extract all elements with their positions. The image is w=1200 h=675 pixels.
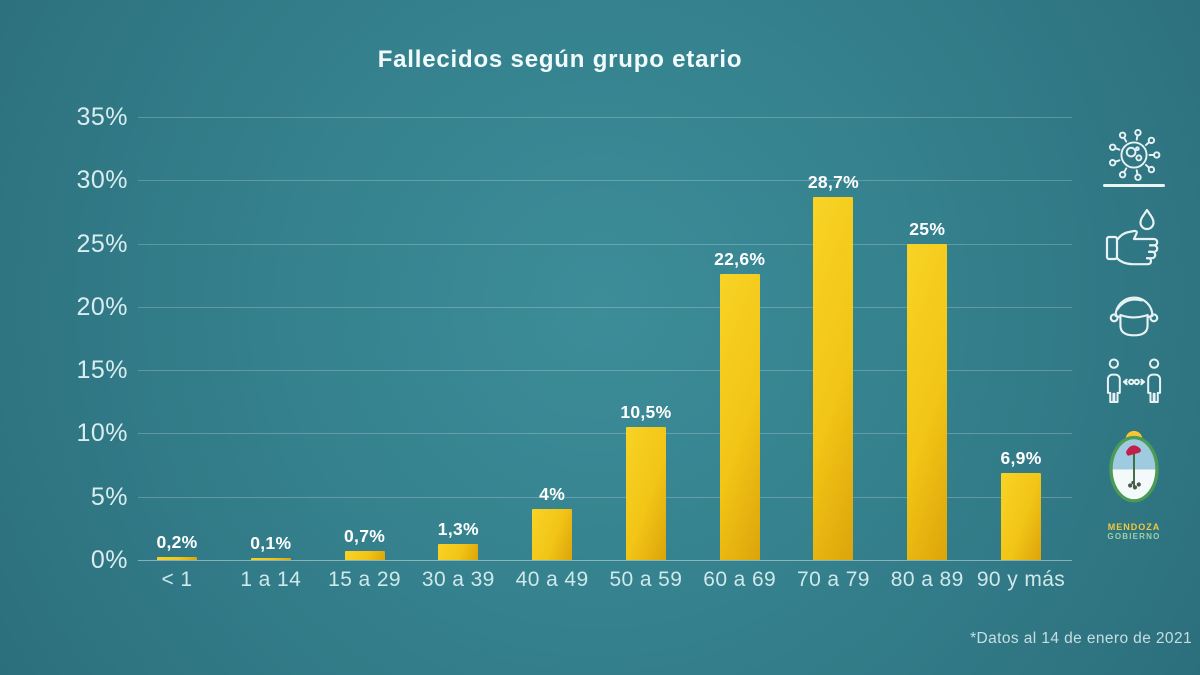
x-axis-label: 70 a 79 [797, 568, 870, 591]
social-distance-icon [1098, 356, 1170, 406]
x-axis-label: 80 a 89 [890, 568, 964, 591]
gridline-35% [138, 116, 1072, 118]
bar-value-label: 0,1% [250, 532, 292, 553]
bar-80-a-89 [907, 243, 948, 560]
x-axis-label: 60 a 69 [703, 568, 777, 591]
x-axis-label: 50 a 59 [609, 568, 683, 591]
y-axis-tick: 5% [90, 482, 128, 511]
gridline-30% [138, 180, 1072, 182]
y-axis-tick: 20% [76, 292, 128, 321]
gridline-25% [138, 243, 1072, 245]
y-axis-tick: 25% [76, 229, 128, 258]
bar-value-label: 1,3% [437, 518, 479, 539]
data-footnote: *Datos al 14 de enero de 2021 [970, 630, 1192, 647]
gridline-10% [138, 433, 1072, 435]
bar-15-a-29 [344, 551, 385, 560]
y-axis-tick: 15% [76, 356, 128, 385]
bar-value-label: 0,7% [344, 526, 386, 547]
bar-value-label: 0,2% [156, 532, 198, 553]
x-axis-label: < 1 [161, 568, 193, 591]
bar-value-label: 25% [909, 218, 946, 239]
y-axis-tick: 10% [76, 419, 128, 448]
bar-50-a-59 [625, 427, 666, 560]
gridline-20% [138, 306, 1072, 308]
bar-<-1 [157, 557, 197, 560]
gridline-5% [138, 496, 1072, 498]
x-axis-label: 15 a 29 [328, 568, 401, 591]
bar-90-y-más [1001, 472, 1042, 560]
bar-60-a-69 [719, 273, 760, 560]
virus-icon [1098, 126, 1170, 184]
y-axis-tick: 0% [90, 546, 128, 574]
bar-value-label: 28,7% [807, 171, 860, 192]
bar-30-a-39 [438, 543, 479, 560]
face-mask-icon [1098, 283, 1170, 345]
bar-1-a-14 [250, 557, 291, 560]
bar-value-label: 6,9% [1000, 447, 1042, 468]
y-axis-tick: 35% [76, 102, 128, 131]
x-axis-label: 90 y más [976, 568, 1066, 591]
logo-text-mendoza: MENDOZA [1107, 522, 1161, 532]
x-axis-label: 30 a 39 [421, 568, 495, 591]
hand-wash-icon [1098, 204, 1170, 270]
logo-text-gobierno: GOBIERNO [1107, 532, 1161, 541]
bar-40-a-49 [532, 509, 573, 560]
gridline-15% [138, 370, 1072, 372]
x-axis-label: 1 a 14 [240, 568, 302, 591]
x-axis-label: 40 a 49 [515, 568, 589, 591]
rail-divider [1103, 184, 1165, 187]
chart-title: Fallecidos según grupo etario [377, 46, 743, 73]
bar-value-label: 22,6% [714, 248, 766, 269]
mendoza-gobierno-logo [1098, 428, 1170, 520]
bar-value-label: 4% [539, 484, 566, 505]
y-axis-tick: 30% [76, 166, 128, 195]
gridline-0% [138, 560, 1072, 561]
bar-value-label: 10,5% [620, 402, 672, 423]
bar-70-a-79 [813, 196, 854, 560]
